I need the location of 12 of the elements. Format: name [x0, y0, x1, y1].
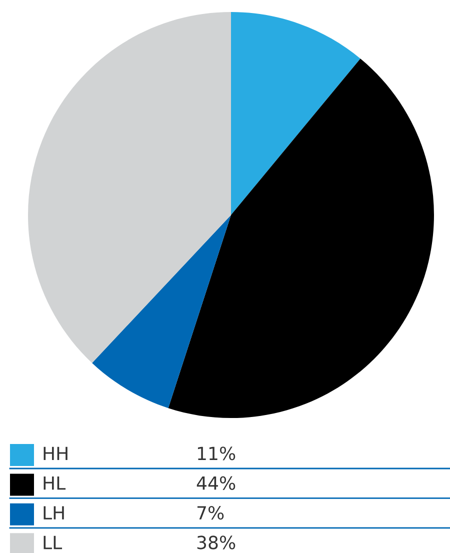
legend-label: LL [44, 536, 62, 550]
pie-slice [168, 58, 434, 418]
pie-slice [92, 215, 231, 408]
legend-label: HL [44, 476, 66, 490]
data-label: 7% [197, 506, 224, 520]
data-label: 44% [196, 476, 236, 490]
pie-slice [231, 12, 360, 215]
legend-label: HH [44, 446, 68, 460]
pie-slice [28, 12, 231, 363]
legend-label: LH [44, 506, 64, 520]
data-label: 38% [197, 536, 236, 550]
data-label: 11% [198, 446, 236, 460]
